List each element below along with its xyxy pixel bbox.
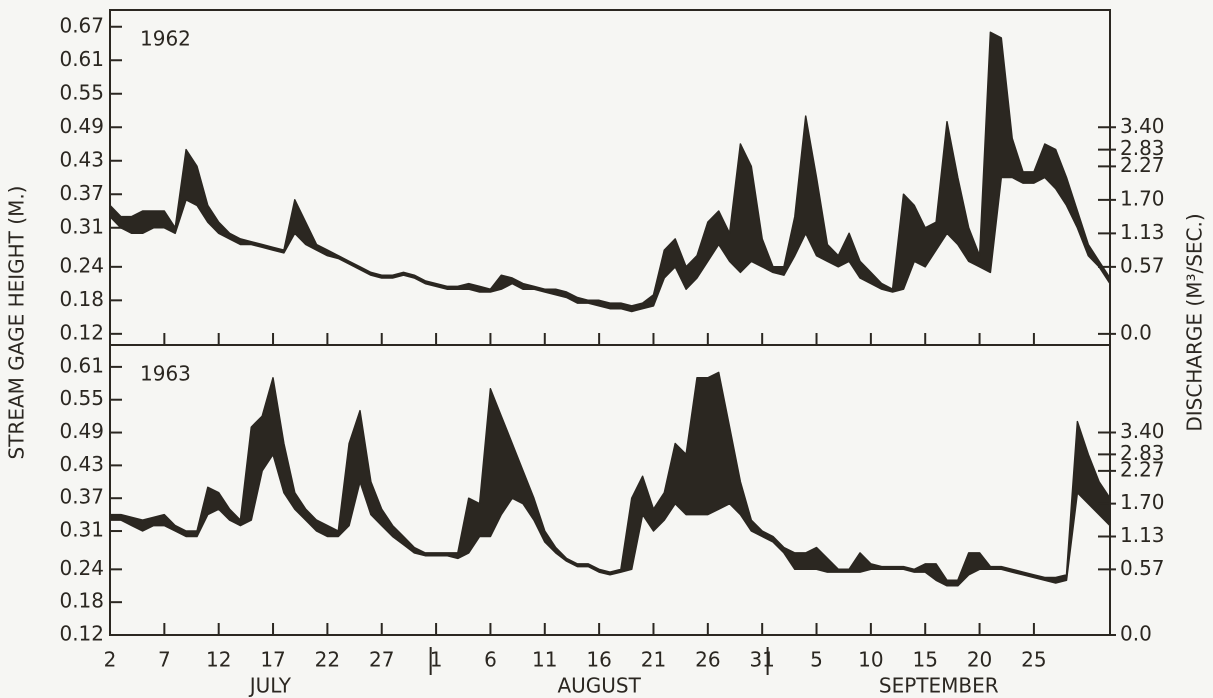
x-tick-label: 25 bbox=[1021, 648, 1046, 672]
plot-frame bbox=[109, 344, 1111, 636]
y-tick-label: 0.37 bbox=[59, 485, 104, 509]
y-tick-label: 0.43 bbox=[59, 147, 104, 171]
y-tick-label: 0.12 bbox=[59, 622, 104, 646]
y-tick-label: 0.18 bbox=[59, 589, 104, 613]
y-tick-label: 0.55 bbox=[59, 80, 104, 104]
y-tick-label: 0.61 bbox=[59, 353, 104, 377]
y-tick-label: 0.55 bbox=[59, 386, 104, 410]
y2-tick-label: 1.13 bbox=[1120, 220, 1165, 244]
y2-tick-label: 2.83 bbox=[1120, 441, 1165, 465]
y-axis-title: STREAM GAGE HEIGHT (M.) bbox=[5, 186, 29, 460]
x-tick-label: 11 bbox=[532, 648, 557, 672]
x-tick-label: 5 bbox=[810, 648, 823, 672]
x-tick-label: 17 bbox=[260, 648, 285, 672]
x-tick-label: 22 bbox=[315, 648, 340, 672]
y2-tick-label: 0.57 bbox=[1120, 556, 1165, 580]
x-tick-label: 2 bbox=[104, 648, 117, 672]
y2-tick-label: 1.70 bbox=[1120, 490, 1165, 514]
month-label: SEPTEMBER bbox=[879, 674, 999, 698]
y2-tick-label: 3.40 bbox=[1120, 114, 1165, 138]
panel-label: 1963 bbox=[140, 362, 191, 386]
y-tick-label: 0.31 bbox=[59, 518, 104, 542]
y2-tick-label: 0.0 bbox=[1120, 320, 1152, 344]
y2-tick-label: 2.27 bbox=[1120, 457, 1165, 481]
x-tick-label: 1 bbox=[430, 648, 443, 672]
y-tick-label: 0.12 bbox=[59, 320, 104, 344]
y-tick-label: 0.24 bbox=[59, 556, 104, 580]
x-tick-label: 12 bbox=[206, 648, 231, 672]
y2-tick-label: 1.13 bbox=[1120, 523, 1165, 547]
y-tick-label: 0.31 bbox=[59, 214, 104, 238]
x-tick-label: 26 bbox=[695, 648, 720, 672]
x-tick-label: 27 bbox=[369, 648, 394, 672]
x-tick-label: 20 bbox=[967, 648, 992, 672]
y-tick-label: 0.43 bbox=[59, 452, 104, 476]
y2-tick-label: 3.40 bbox=[1120, 419, 1165, 443]
y-tick-label: 0.24 bbox=[59, 253, 104, 277]
y-tick-label: 0.49 bbox=[59, 114, 104, 138]
y-tick-label: 0.61 bbox=[59, 47, 104, 71]
y-tick-label: 0.67 bbox=[59, 13, 104, 37]
y2-tick-label: 0.0 bbox=[1120, 622, 1152, 646]
x-tick-label: 16 bbox=[586, 648, 611, 672]
x-tick-label: 21 bbox=[641, 648, 666, 672]
y2-axis-title: DISCHARGE (M³/SEC.) bbox=[1183, 213, 1207, 431]
x-tick-label: 6 bbox=[484, 648, 497, 672]
month-label: AUGUST bbox=[557, 674, 641, 698]
x-tick-label: 10 bbox=[858, 648, 883, 672]
x-tick-label: 15 bbox=[912, 648, 937, 672]
y2-tick-label: 1.70 bbox=[1120, 186, 1165, 210]
y-tick-label: 0.37 bbox=[59, 181, 104, 205]
y-tick-label: 0.18 bbox=[59, 287, 104, 311]
y2-tick-label: 0.57 bbox=[1120, 253, 1165, 277]
month-label: JULY bbox=[248, 674, 292, 698]
y2-tick-label: 2.27 bbox=[1120, 153, 1165, 177]
panel-label: 1962 bbox=[140, 27, 191, 51]
y-tick-label: 0.49 bbox=[59, 419, 104, 443]
x-tick-label: 7 bbox=[158, 648, 171, 672]
x-tick-label: 31 bbox=[749, 648, 774, 672]
y2-tick-label: 2.83 bbox=[1120, 136, 1165, 160]
